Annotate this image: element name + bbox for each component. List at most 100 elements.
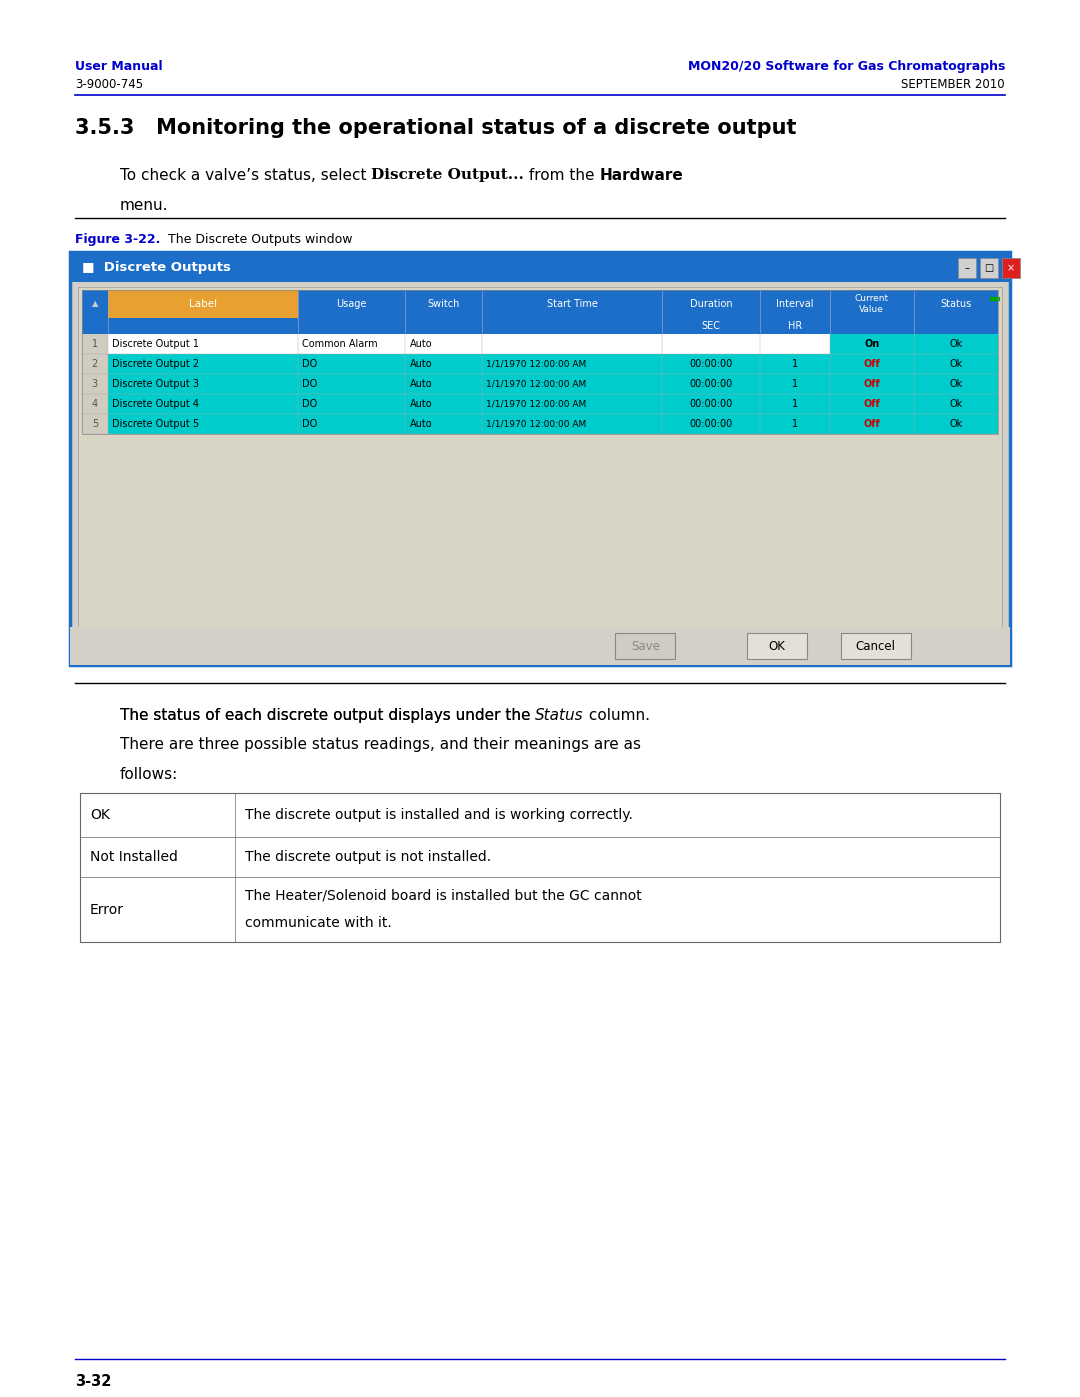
Text: Status: Status bbox=[536, 708, 584, 724]
Text: Discrete Output 3: Discrete Output 3 bbox=[111, 379, 199, 388]
Text: 00:00:00: 00:00:00 bbox=[689, 419, 732, 429]
FancyBboxPatch shape bbox=[1002, 258, 1020, 278]
Text: Figure 3-22.: Figure 3-22. bbox=[75, 233, 160, 246]
Text: 1: 1 bbox=[792, 359, 798, 369]
FancyBboxPatch shape bbox=[298, 414, 405, 434]
Text: 3-32: 3-32 bbox=[75, 1375, 111, 1389]
Text: Off: Off bbox=[863, 379, 880, 388]
FancyBboxPatch shape bbox=[914, 353, 998, 374]
FancyBboxPatch shape bbox=[829, 394, 914, 414]
FancyBboxPatch shape bbox=[82, 319, 108, 334]
FancyBboxPatch shape bbox=[759, 394, 829, 414]
Text: Usage: Usage bbox=[336, 299, 367, 309]
FancyBboxPatch shape bbox=[829, 334, 914, 353]
Text: SEC: SEC bbox=[702, 321, 720, 331]
FancyBboxPatch shape bbox=[662, 353, 759, 374]
FancyBboxPatch shape bbox=[662, 334, 759, 353]
FancyBboxPatch shape bbox=[914, 414, 998, 434]
FancyBboxPatch shape bbox=[662, 414, 759, 434]
FancyBboxPatch shape bbox=[980, 258, 998, 278]
FancyBboxPatch shape bbox=[108, 291, 298, 319]
FancyBboxPatch shape bbox=[405, 291, 483, 319]
FancyBboxPatch shape bbox=[958, 258, 976, 278]
Text: Off: Off bbox=[863, 359, 880, 369]
Text: Error: Error bbox=[90, 902, 124, 916]
Text: Discrete Output...: Discrete Output... bbox=[372, 168, 524, 182]
FancyBboxPatch shape bbox=[662, 394, 759, 414]
Text: DO: DO bbox=[301, 400, 316, 409]
FancyBboxPatch shape bbox=[483, 374, 662, 394]
Text: The discrete output is not installed.: The discrete output is not installed. bbox=[245, 849, 491, 863]
Text: Duration: Duration bbox=[690, 299, 732, 309]
Text: follows:: follows: bbox=[120, 767, 178, 782]
Text: Label: Label bbox=[189, 299, 217, 309]
Text: communicate with it.: communicate with it. bbox=[245, 916, 392, 930]
Text: ■  Discrete Outputs: ■ Discrete Outputs bbox=[82, 260, 231, 274]
Text: Start Time: Start Time bbox=[546, 299, 598, 309]
FancyBboxPatch shape bbox=[405, 374, 483, 394]
Text: 2: 2 bbox=[92, 359, 98, 369]
Text: Off: Off bbox=[863, 419, 880, 429]
Text: □: □ bbox=[984, 263, 994, 272]
Text: Switch: Switch bbox=[428, 299, 460, 309]
FancyBboxPatch shape bbox=[82, 291, 108, 319]
FancyBboxPatch shape bbox=[80, 837, 1000, 877]
Text: Discrete Output 5: Discrete Output 5 bbox=[111, 419, 199, 429]
FancyBboxPatch shape bbox=[298, 334, 405, 353]
FancyBboxPatch shape bbox=[829, 291, 914, 319]
Text: 3.5.3   Monitoring the operational status of a discrete output: 3.5.3 Monitoring the operational status … bbox=[75, 117, 797, 138]
Text: Common Alarm: Common Alarm bbox=[301, 339, 377, 349]
FancyBboxPatch shape bbox=[841, 633, 910, 659]
FancyBboxPatch shape bbox=[80, 877, 1000, 942]
FancyBboxPatch shape bbox=[405, 319, 483, 334]
FancyBboxPatch shape bbox=[108, 353, 298, 374]
FancyBboxPatch shape bbox=[662, 291, 759, 319]
FancyBboxPatch shape bbox=[108, 374, 298, 394]
Text: Ok: Ok bbox=[949, 359, 962, 369]
FancyBboxPatch shape bbox=[405, 334, 483, 353]
FancyBboxPatch shape bbox=[759, 353, 829, 374]
Text: 00:00:00: 00:00:00 bbox=[689, 400, 732, 409]
Text: 1: 1 bbox=[792, 379, 798, 388]
FancyBboxPatch shape bbox=[483, 414, 662, 434]
FancyBboxPatch shape bbox=[829, 374, 914, 394]
Text: There are three possible status readings, and their meanings are as: There are three possible status readings… bbox=[120, 738, 642, 753]
Text: To check a valve’s status, select: To check a valve’s status, select bbox=[120, 168, 372, 183]
Text: Discrete Output 1: Discrete Output 1 bbox=[111, 339, 199, 349]
FancyBboxPatch shape bbox=[662, 374, 759, 394]
FancyBboxPatch shape bbox=[662, 319, 759, 334]
Text: Auto: Auto bbox=[409, 379, 432, 388]
Text: 3-9000-745: 3-9000-745 bbox=[75, 78, 144, 91]
Text: 1: 1 bbox=[792, 400, 798, 409]
FancyBboxPatch shape bbox=[759, 319, 829, 334]
Text: OK: OK bbox=[90, 807, 110, 821]
FancyBboxPatch shape bbox=[298, 291, 405, 319]
Text: 00:00:00: 00:00:00 bbox=[689, 379, 732, 388]
FancyBboxPatch shape bbox=[298, 374, 405, 394]
Text: menu.: menu. bbox=[120, 198, 168, 212]
FancyBboxPatch shape bbox=[759, 291, 829, 319]
FancyBboxPatch shape bbox=[108, 414, 298, 434]
Text: DO: DO bbox=[301, 359, 316, 369]
Text: Discrete Output 2: Discrete Output 2 bbox=[111, 359, 199, 369]
Text: The Discrete Outputs window: The Discrete Outputs window bbox=[160, 233, 352, 246]
FancyBboxPatch shape bbox=[914, 291, 998, 319]
Text: 00:00:00: 00:00:00 bbox=[689, 359, 732, 369]
Text: HR: HR bbox=[787, 321, 801, 331]
FancyBboxPatch shape bbox=[405, 394, 483, 414]
Text: ×: × bbox=[1007, 263, 1015, 272]
FancyBboxPatch shape bbox=[829, 353, 914, 374]
Text: DO: DO bbox=[301, 419, 316, 429]
Text: Save: Save bbox=[631, 640, 660, 652]
Text: ▲: ▲ bbox=[92, 299, 98, 309]
FancyBboxPatch shape bbox=[78, 286, 1002, 627]
Text: The status of each discrete output displays under the: The status of each discrete output displ… bbox=[120, 708, 536, 724]
FancyBboxPatch shape bbox=[483, 291, 662, 319]
Text: Interval: Interval bbox=[775, 299, 813, 309]
FancyBboxPatch shape bbox=[914, 319, 998, 334]
FancyBboxPatch shape bbox=[82, 334, 108, 353]
FancyBboxPatch shape bbox=[82, 353, 108, 374]
FancyBboxPatch shape bbox=[80, 793, 1000, 837]
FancyBboxPatch shape bbox=[914, 374, 998, 394]
Text: On: On bbox=[864, 339, 879, 349]
